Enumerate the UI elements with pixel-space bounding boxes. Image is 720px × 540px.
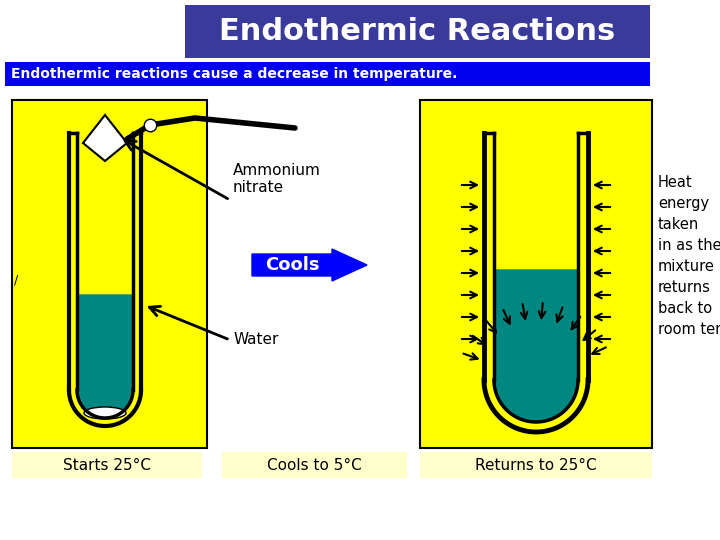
- Text: Endothermic Reactions: Endothermic Reactions: [220, 17, 616, 46]
- Bar: [5, 62, 650, 86]
- Bar: [12, 452, 202, 478]
- Polygon shape: [21, 133, 133, 418]
- Bar: [185, 5, 650, 58]
- Ellipse shape: [84, 407, 126, 419]
- Text: Starts 25°C: Starts 25°C: [63, 457, 151, 472]
- Text: Cools to 5°C: Cools to 5°C: [267, 457, 362, 472]
- FancyArrow shape: [252, 249, 367, 281]
- Text: Cools: Cools: [265, 256, 319, 274]
- Bar: [420, 100, 652, 448]
- Text: Endothermic reactions cause a decrease in temperature.: Endothermic reactions cause a decrease i…: [11, 67, 457, 81]
- Text: Heat
energy
taken
in as the
mixture
returns
back to
room temp.: Heat energy taken in as the mixture retu…: [658, 175, 720, 337]
- Text: /: /: [14, 273, 18, 287]
- Text: Ammonium
nitrate: Ammonium nitrate: [233, 163, 321, 195]
- Polygon shape: [494, 270, 578, 422]
- Bar: [420, 452, 652, 478]
- Polygon shape: [83, 115, 127, 161]
- Bar: [12, 100, 207, 448]
- Polygon shape: [77, 295, 133, 418]
- Text: Returns to 25°C: Returns to 25°C: [475, 457, 597, 472]
- Polygon shape: [494, 133, 578, 422]
- Bar: [222, 452, 407, 478]
- Text: Water: Water: [233, 333, 279, 348]
